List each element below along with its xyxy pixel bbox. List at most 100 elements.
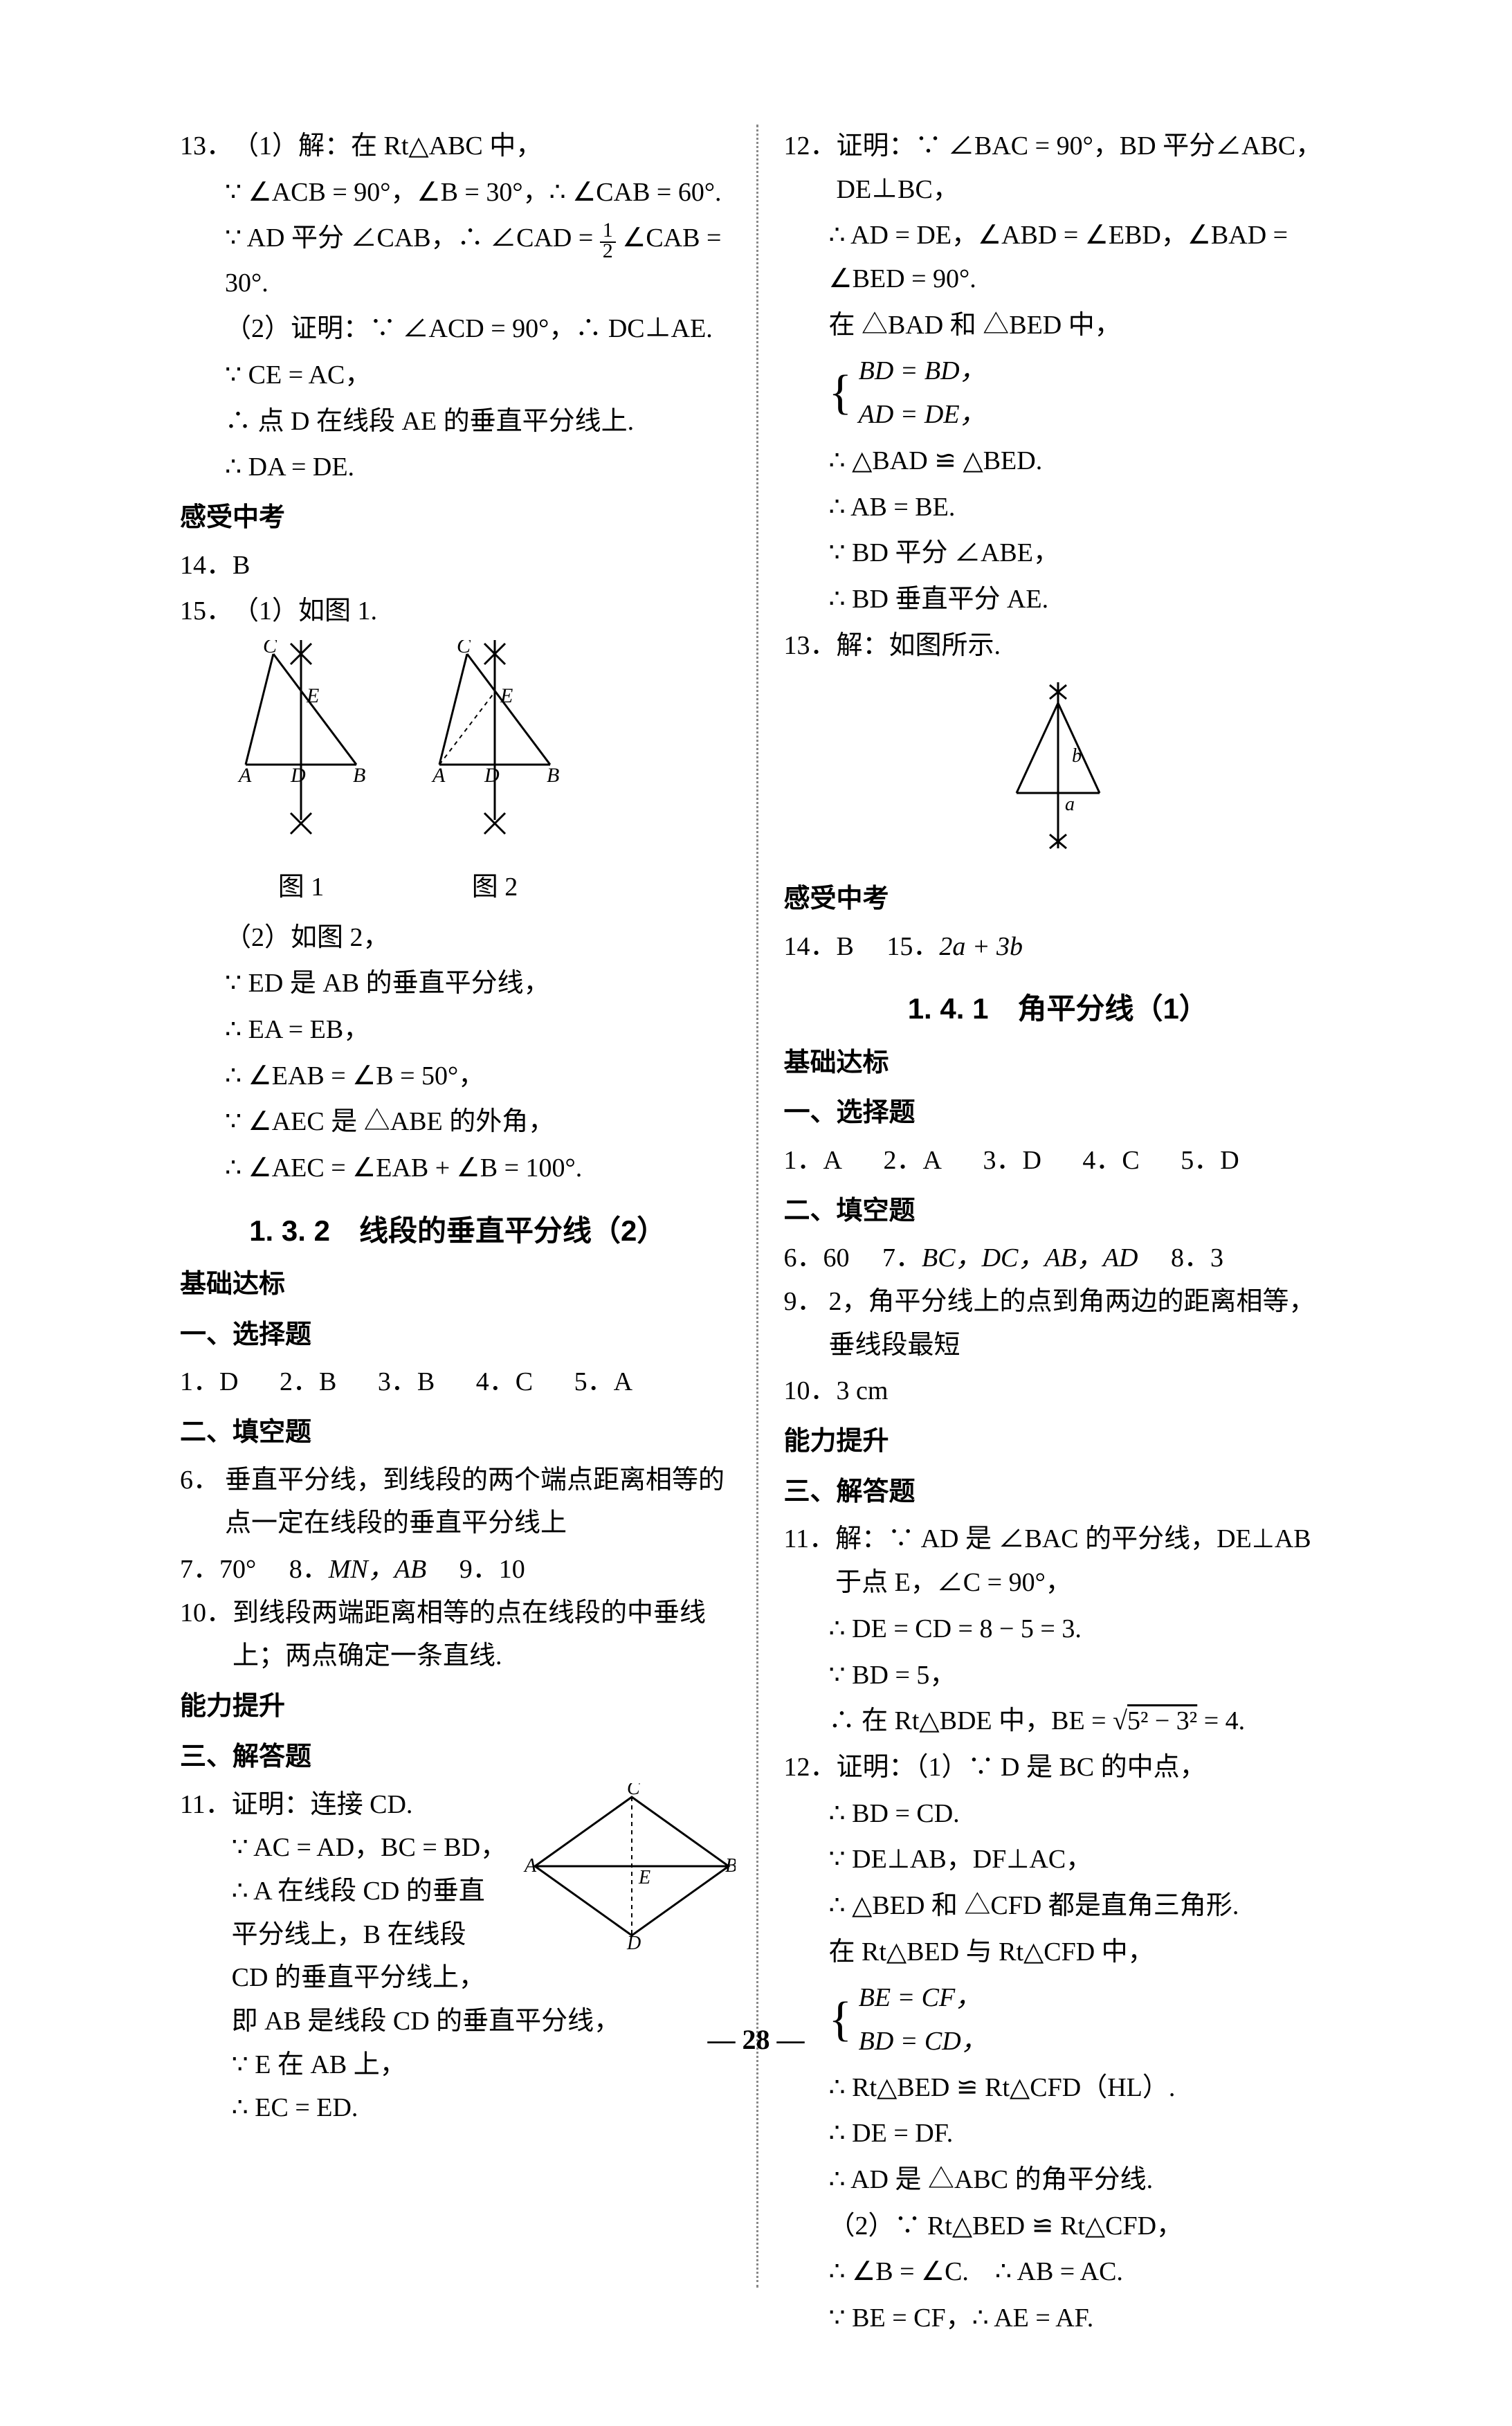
n: 14．	[784, 932, 837, 961]
n: 8．	[1171, 1243, 1210, 1273]
a: C	[1122, 1146, 1139, 1175]
problem-9r: 9． 2，角平分线上的点到角两边的距离相等，垂线段最短	[784, 1280, 1333, 1367]
item-number: 12．	[784, 1746, 837, 1789]
line: ∵ AD 平分 ∠CAB，∴ ∠CAD = 12 ∠CAB = 30°.	[180, 217, 736, 304]
a: D	[219, 1367, 238, 1396]
ans: 4．C	[1082, 1139, 1139, 1183]
a: A	[922, 1146, 941, 1175]
figure-1: A D B C E 图 1	[225, 640, 377, 909]
ans: 5．D	[1181, 1139, 1239, 1183]
item-number: 15．	[180, 590, 233, 633]
item-content: 证明：∵ ∠BAC = 90°，BD 平分∠ABC，DE⊥BC，	[837, 125, 1332, 211]
problem-12: 12． 证明：∵ ∠BAC = 90°，BD 平分∠ABC，DE⊥BC，	[784, 125, 1333, 211]
item-content: （1）解：在 Rt△ABC 中，	[233, 125, 735, 168]
heading-choice: 一、选择题	[784, 1091, 1333, 1135]
a: D	[1022, 1146, 1041, 1175]
n: 7．	[180, 1555, 219, 1584]
a: A	[823, 1146, 842, 1175]
line: （2）如图 2，	[180, 916, 736, 960]
item-number: 13．	[180, 125, 233, 168]
text: ∴ 在 Rt△BDE 中，BE =	[829, 1706, 1113, 1735]
figures-row: A D B C E 图 1 A D	[180, 640, 736, 909]
problem-13r: 13． 解：如图所示.	[784, 624, 1333, 668]
sqrt-content: 5² − 3²	[1127, 1706, 1197, 1735]
heading-choice: 一、选择题	[180, 1313, 736, 1357]
item-content: 解：如图所示.	[837, 624, 1332, 668]
line: ∴ △BED 和 △CFD 都是直角三角形.	[784, 1884, 1333, 1928]
problem-14: 14． B	[180, 544, 736, 587]
svg-text:B: B	[725, 1855, 736, 1877]
line: BD = BD，	[859, 356, 986, 385]
a: MN，AB	[329, 1555, 426, 1584]
fig-label: 图 1	[225, 866, 377, 909]
ans: 3．B	[378, 1360, 435, 1404]
item-content: 3 cm	[837, 1369, 1332, 1413]
line: ∴ 点 D 在线段 AE 的垂直平分线上.	[180, 400, 736, 444]
item-number: 9．	[784, 1280, 829, 1367]
bisector-svg: b a	[989, 675, 1127, 855]
line: ∴ AB = BE.	[784, 486, 1333, 529]
line: ∴ ∠B = ∠C. ∴ AB = AC.	[784, 2250, 1333, 2294]
a: 3	[1210, 1243, 1223, 1273]
left-column: 13． （1）解：在 Rt△ABC 中， ∵ ∠ACB = 90°，∠B = 3…	[180, 125, 756, 2343]
ans: 1．A	[784, 1139, 842, 1183]
svg-text:D: D	[290, 764, 306, 787]
item-content: 解：∵ AD 是 ∠BAC 的平分线，DE⊥AB 于点 E，∠C = 90°，	[835, 1517, 1332, 1604]
item-number: 14．	[180, 544, 233, 587]
item-number: 12．	[784, 125, 837, 211]
n: 8．	[289, 1555, 329, 1584]
page: 13． （1）解：在 Rt△ABC 中， ∵ ∠ACB = 90°，∠B = 3…	[0, 0, 1512, 2426]
line: ∴ AD = DE，∠ABD = ∠EBD，∠BAD = ∠BED = 90°.	[784, 214, 1333, 300]
svg-text:A: A	[431, 764, 446, 787]
line: ∴ Rt△BED ≌ Rt△CFD（HL）.	[784, 2066, 1333, 2110]
svg-text:E: E	[500, 684, 513, 707]
left-brace-icon: {	[829, 379, 853, 408]
svg-text:E: E	[638, 1867, 650, 1888]
item-number: 11．	[784, 1517, 836, 1604]
choice-answers: 1．D 2．B 3．B 4．C 5．A	[180, 1360, 736, 1404]
text: = 4.	[1197, 1706, 1245, 1735]
problem-11: 11． A B C D E 证明：连接 CD. ∵ AC = AD，BC = B…	[180, 1783, 736, 2131]
line: BE = CF，	[859, 1983, 982, 2012]
heading-ability: 能力提升	[180, 1685, 736, 1729]
heading-fill: 二、填空题	[180, 1411, 736, 1454]
row-789: 7．70° 8．MN，AB 9．10	[180, 1548, 736, 1592]
item-content: 2，角平分线上的点到角两边的距离相等，垂线段最短	[829, 1280, 1333, 1367]
fig-label: 图 2	[419, 866, 571, 909]
figure-bisector: b a	[784, 675, 1333, 869]
item-content: 到线段两端距离相等的点在线段的中垂线上；两点确定一条直线.	[233, 1592, 735, 1678]
line: ∵ ED 是 AB 的垂直平分线，	[180, 962, 736, 1005]
a: B	[837, 932, 854, 961]
line: ∴ BD = CD.	[784, 1792, 1333, 1836]
ans: 5．A	[574, 1360, 632, 1404]
line: 在 △BAD 和 △BED 中，	[784, 304, 1333, 347]
item-number: 11．	[180, 1783, 232, 2131]
svg-text:C: C	[627, 1783, 640, 1799]
heading-ability: 能力提升	[784, 1420, 1333, 1463]
problem-13: 13． （1）解：在 Rt△ABC 中，	[180, 125, 736, 168]
problem-10: 10． 到线段两端距离相等的点在线段的中垂线上；两点确定一条直线.	[180, 1592, 736, 1678]
a: 70°	[219, 1555, 256, 1584]
line: ∵ BD = 5，	[784, 1654, 1333, 1697]
svg-text:C: C	[457, 640, 471, 657]
item-content: A B C D E 证明：连接 CD. ∵ AC = AD，BC = BD， ∴…	[232, 1783, 736, 2131]
problem-15: 15． （1）如图 1.	[180, 590, 736, 633]
triangle-fig2-svg: A D B C E	[419, 640, 571, 848]
heading-exam: 感受中考	[784, 877, 1333, 921]
problem-10r: 10． 3 cm	[784, 1369, 1333, 1413]
answer: B	[233, 544, 735, 587]
line: ∴ DA = DE.	[180, 446, 736, 489]
svg-text:B: B	[547, 764, 559, 787]
svg-text:B: B	[353, 764, 365, 787]
a: A	[614, 1367, 632, 1396]
line: ∵ CE = AC，	[180, 354, 736, 397]
n: 6．	[784, 1243, 823, 1273]
svg-text:A: A	[523, 1855, 537, 1877]
item-content: 垂直平分线，到线段的两个端点距离相等的点一定在线段的垂直平分线上	[225, 1459, 736, 1545]
line: ∴ 在 Rt△BDE 中，BE = √5² − 3² = 4.	[784, 1699, 1333, 1743]
line: ∴ DE = CD = 8 − 5 = 3.	[784, 1607, 1333, 1651]
svg-text:E: E	[306, 684, 319, 707]
item-number: 10．	[784, 1369, 837, 1413]
n: 1．	[180, 1367, 219, 1396]
n: 4．	[1082, 1146, 1122, 1175]
